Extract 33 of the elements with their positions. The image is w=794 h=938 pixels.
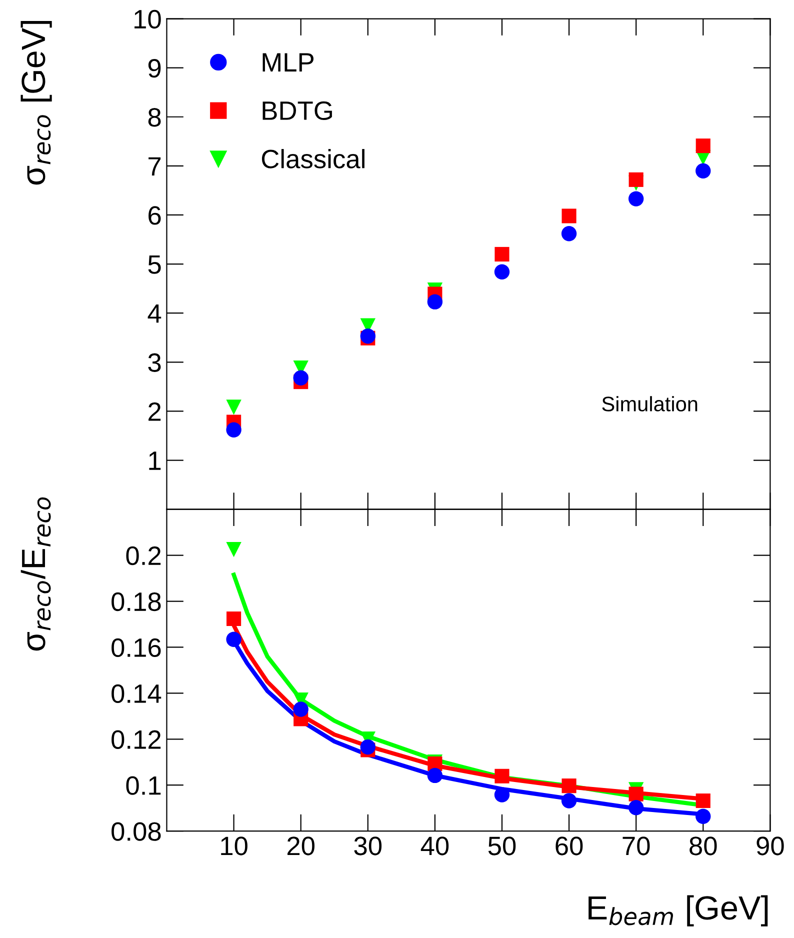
legend-label: Classical <box>262 149 364 168</box>
x-tick-label: 10 <box>221 836 248 856</box>
y-tick-label: 0.14 <box>112 684 162 704</box>
x-tick-label: 20 <box>287 836 314 856</box>
y-tick-label: 0.08 <box>112 822 161 841</box>
y-tick-label: 10 <box>134 10 161 29</box>
y-axis-title: σ$_{reco}$ [GeV] <box>20 21 52 185</box>
legend-label: BDTG <box>262 101 332 120</box>
y-tick-label: 5 <box>148 255 161 274</box>
y-tick-label: 9 <box>148 58 161 78</box>
x-tick-label: 50 <box>488 836 516 856</box>
y-tick-label: 2 <box>148 402 161 421</box>
x-tick-label: 40 <box>420 836 449 856</box>
x-tick-label: 80 <box>690 836 717 856</box>
y-tick-label: 0.2 <box>126 546 161 566</box>
y-tick-label: 0.16 <box>112 638 161 658</box>
annotation: Simulation <box>602 396 698 412</box>
y-tick-label: 3 <box>148 353 161 372</box>
y-tick-label: 0.18 <box>112 592 161 612</box>
x-tick-label: 90 <box>756 836 784 856</box>
y-tick-label: 0.1 <box>126 776 161 795</box>
legend-label: MLP <box>262 53 314 72</box>
x-tick-label: 30 <box>354 836 382 856</box>
y-tick-label: 0.12 <box>112 730 161 749</box>
y-tick-label: 8 <box>148 108 161 127</box>
y-tick-label: 1 <box>149 452 161 470</box>
y-tick-label: 6 <box>148 206 161 225</box>
x-axis-title: E$_{beam}$ [GeV] <box>588 895 768 926</box>
y-tick-label: 7 <box>148 157 161 176</box>
y-tick-label: 4 <box>148 304 162 323</box>
x-tick-label: 70 <box>622 836 650 856</box>
y-axis-title: σ$_{reco}$/E$_{reco}$ <box>20 497 51 651</box>
x-tick-label: 60 <box>556 836 583 856</box>
